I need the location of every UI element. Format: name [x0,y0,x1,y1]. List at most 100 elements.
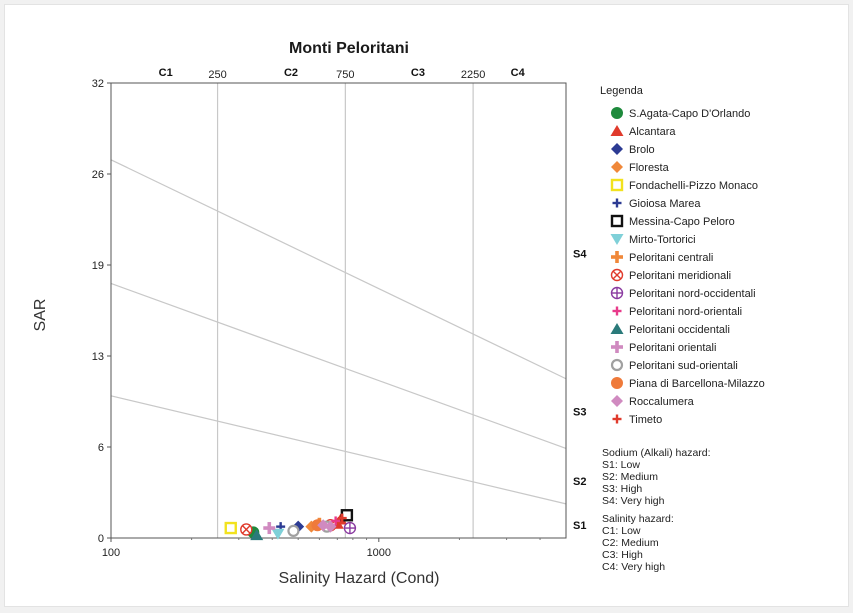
marker-shape [610,214,624,228]
legend-label: Gioiosa Marea [629,198,701,210]
legend-label: Timeto [629,414,662,426]
legend-marker [612,414,622,424]
legend-marker [611,341,623,353]
legend-label: Brolo [629,144,655,156]
legend: Legenda S.Agata-Capo D'Orlando Alcantara B… [600,85,765,426]
chart-frame: Monti Peloritani 250 750 2250 C1 C2 C3 C4 0 6 13 1… [4,4,849,607]
marker-shape [615,198,619,208]
note-item: C1: Low [602,525,641,537]
data-point [271,528,285,540]
top-class-label: C4 [511,67,526,79]
legend-marker [611,107,623,119]
marker-shape [610,234,624,245]
note-title: Sodium (Alkali) hazard: [602,447,711,459]
marker-shape [279,522,282,532]
marker-shape [615,414,619,424]
legend-marker [610,286,624,300]
legend-label: Alcantara [629,126,676,138]
legend-label: Peloritani centrali [629,252,713,264]
sodium-divider-line [110,159,567,380]
right-class-label: S4 [573,249,587,261]
divider-lines-layer [110,159,567,505]
legend-marker [612,306,622,316]
legend-marker [611,251,623,263]
marker-shape [241,525,251,534]
y-axis-title: SAR [32,299,49,332]
data-point [343,521,357,535]
note-title: Salinity hazard: [602,513,674,525]
right-class-label: S1 [573,520,586,532]
top-class-label: C2 [284,67,298,79]
marker-shape [610,125,624,136]
marker-shape [612,270,622,280]
chart-svg: Monti Peloritani 250 750 2250 C1 C2 C3 C4 0 6 13 1… [32,40,765,587]
data-point [317,519,330,532]
data-point [250,529,264,541]
axis-layer: 250 750 2250 C1 C2 C3 C4 0 6 13 19 26 32 100 1000 S1 S2 S… [92,67,588,559]
x-tick-label: 100 [102,547,120,559]
note-item: S3: High [602,483,642,495]
legend-marker [610,358,624,372]
data-point [276,522,286,532]
marker-shape [341,513,344,523]
legend-marker [612,198,622,208]
marker-shape [611,161,623,173]
marker-shape [224,521,237,535]
y-tick-label: 13 [92,351,104,363]
top-boundary-label: 2250 [461,69,485,81]
data-point [224,521,237,535]
y-tick-label: 26 [92,169,104,181]
marker-shape [287,524,300,537]
note-item: S2: Medium [602,471,658,483]
grid-layer [216,83,474,538]
legend-label: Mirto-Tortorici [629,234,696,246]
legend-label: Roccalumera [629,396,695,408]
marker-shape [610,178,624,192]
x-tick-label: 1000 [367,547,391,559]
legend-marker [611,395,623,407]
marker-shape [611,377,623,389]
plot-area-border [110,82,567,539]
data-point [331,516,341,526]
legend-label: Piana di Barcellona-Milazzo [629,378,765,390]
top-boundary-label: 250 [208,69,226,81]
marker-shape [334,516,337,526]
top-boundary-label: 750 [336,69,354,81]
points-layer [224,509,357,541]
legend-label: Peloritani meridionali [629,270,731,282]
legend-marker [611,161,623,173]
marker-shape [610,358,624,372]
y-tick-label: 6 [98,442,104,454]
legend-marker [610,178,624,192]
legend-label: Peloritani sud-orientali [629,360,738,372]
marker-shape [317,519,330,532]
sodium-divider-line [110,395,567,505]
legend-marker [611,377,623,389]
legend-label: Peloritani occidentali [629,324,730,336]
top-class-label: C3 [411,67,425,79]
marker-shape [615,251,619,263]
legend-marker [610,323,624,334]
note-item: S1: Low [602,459,640,471]
top-class-label: C1 [159,67,173,79]
y-tick-label: 19 [92,260,104,272]
legend-label: Floresta [629,162,670,174]
note-item: S4: Very high [602,495,665,507]
legend-label: Fondachelli-Pizzo Monaco [629,180,758,192]
data-point [287,524,300,537]
chart-title: Monti Peloritani [289,40,409,57]
legend-marker [610,214,624,228]
right-class-label: S3 [573,406,586,418]
legend-label: S.Agata-Capo D'Orlando [629,108,750,120]
y-tick-label: 0 [98,533,104,545]
marker-shape [615,306,619,316]
legend-marker [610,268,624,282]
legend-label: Peloritani nord-orientali [629,306,742,318]
legend-label: Peloritani nord-occidentali [629,288,756,300]
note-item: C2: Medium [602,537,659,549]
marker-shape [615,341,619,353]
right-class-label: S2 [573,476,586,488]
y-tick-label: 32 [92,78,104,90]
legend-title: Legenda [600,85,644,97]
